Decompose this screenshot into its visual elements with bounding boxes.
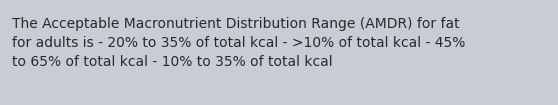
Text: The Acceptable Macronutrient Distribution Range (AMDR) for fat
for adults is - 2: The Acceptable Macronutrient Distributio… bbox=[12, 17, 465, 69]
